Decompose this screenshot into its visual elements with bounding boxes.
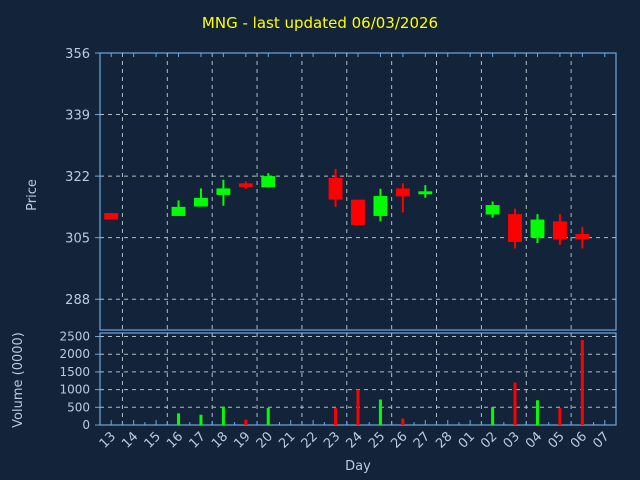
volume-bar — [221, 406, 225, 425]
volume-tick-label: 500 — [67, 400, 90, 414]
candle-body — [351, 199, 365, 225]
candlestick — [104, 213, 119, 220]
candlestick — [552, 214, 567, 245]
volume-bar — [513, 382, 517, 425]
candlestick — [373, 188, 388, 222]
candle-body — [418, 191, 433, 195]
candle-body — [552, 221, 567, 240]
candle-body — [395, 188, 410, 197]
candlestick — [485, 201, 500, 218]
volume-tick-label: 1500 — [59, 365, 90, 379]
volume-bar — [580, 340, 584, 425]
price-tick-label: 339 — [65, 109, 90, 124]
candle-body — [328, 177, 343, 200]
volume-panel: 0 500 1000 1500 2000 2500 — [59, 330, 617, 432]
candlestick — [171, 200, 186, 216]
volume-bar — [558, 408, 562, 425]
volume-axis-label: Volume (0000) — [11, 332, 26, 428]
price-tick-label: 305 — [65, 232, 90, 247]
volume-bar — [378, 399, 382, 425]
candle-body — [238, 183, 253, 187]
candlestick — [530, 214, 545, 244]
price-panel: 356 339 322 305 288 — [65, 47, 617, 331]
candle-body — [373, 196, 388, 216]
day-axis-label: Day — [345, 459, 371, 474]
volume-tick-label: 1000 — [59, 383, 90, 397]
candle-body — [575, 234, 590, 240]
volume-bar — [266, 408, 270, 425]
price-tick-label: 356 — [65, 47, 90, 62]
volume-bar — [491, 407, 495, 425]
volume-bar — [356, 389, 360, 425]
candlestick — [216, 179, 231, 206]
price-axis-label: Price — [25, 179, 40, 211]
candlestick — [328, 168, 343, 207]
candlestick — [575, 226, 590, 249]
candle-body — [508, 214, 522, 243]
volume-bar — [244, 419, 248, 425]
x-axis-tick-labels: 13 14 15 16 17 18 19 20 21 22 23 24 25 26 27 28 01 02 03 04… — [97, 429, 613, 451]
volume-tick-label: 0 — [82, 418, 90, 432]
candlestick — [238, 181, 253, 189]
candlestick — [194, 188, 208, 207]
candlestick — [508, 208, 522, 249]
price-tick-label: 322 — [65, 170, 90, 185]
volume-bar — [535, 400, 539, 425]
candle-body — [530, 219, 545, 238]
candle-body — [194, 197, 208, 207]
candle-body — [171, 206, 186, 216]
candlestick — [395, 183, 410, 213]
candle-body — [216, 188, 231, 195]
volume-tick-label: 2500 — [59, 330, 90, 344]
candle-body — [485, 205, 500, 215]
volume-tick-label: 2000 — [59, 347, 90, 361]
volume-bar — [334, 408, 338, 425]
volume-bar — [199, 414, 203, 425]
candlestick — [418, 185, 433, 198]
candlestick — [351, 199, 365, 225]
chart-title: MNG - last updated 06/03/2026 — [202, 14, 438, 32]
volume-bar — [177, 413, 181, 425]
candle-body — [104, 213, 119, 220]
candle-body — [261, 176, 276, 188]
volume-bar — [401, 418, 405, 425]
candlestick — [261, 173, 276, 188]
price-tick-label: 288 — [65, 293, 90, 308]
